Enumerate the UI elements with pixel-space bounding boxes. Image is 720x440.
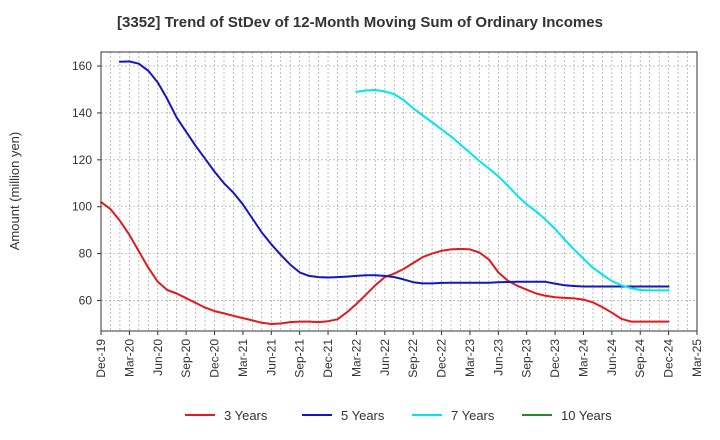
legend-label: 3 Years (224, 408, 268, 423)
x-tick-label: Dec-24 (662, 339, 676, 378)
grid (101, 52, 697, 331)
legend-label: 7 Years (451, 408, 495, 423)
x-tick-label: Jun-20 (151, 339, 165, 376)
x-tick-label: Jun-23 (491, 339, 505, 376)
legend: 3 Years 5 Years 7 Years 10 Years (185, 408, 612, 423)
y-tick-label: 60 (79, 294, 93, 308)
x-tick-label: Mar-22 (349, 339, 363, 377)
x-tick-label: Sep-22 (406, 339, 420, 378)
legend-label: 10 Years (561, 408, 612, 423)
x-tick-label: Jun-24 (605, 339, 619, 376)
x-tick-label: Jun-21 (264, 339, 278, 376)
x-tick-label: Jun-22 (378, 339, 392, 376)
y-tick-label: 120 (72, 153, 92, 167)
y-tick-label: 80 (79, 247, 93, 261)
x-tick-label: Mar-24 (576, 339, 590, 377)
x-tick-label: Sep-24 (633, 339, 647, 378)
legend-label: 5 Years (341, 408, 385, 423)
y-tick-label: 160 (72, 59, 92, 73)
x-tick-label: Sep-20 (179, 339, 193, 378)
y-axis-title: Amount (million yen) (7, 132, 22, 251)
x-tick-label: Dec-21 (321, 339, 335, 378)
x-tick-label: Dec-22 (435, 339, 449, 378)
series-line-5-years (118, 60, 670, 288)
x-tick-label: Sep-23 (520, 339, 534, 378)
x-tick-label: Mar-20 (122, 339, 136, 377)
x-tick-label: Dec-19 (94, 339, 108, 378)
x-tick-label: Dec-23 (548, 339, 562, 378)
x-axis: Dec-19 Mar-20 Jun-20 Sep-20 Dec-20 Mar-21 Jun-… (94, 331, 704, 378)
series-group (100, 60, 670, 325)
x-tick-label: Sep-21 (293, 339, 307, 378)
series-line-3-years (100, 201, 670, 325)
y-axis: 60 80 100 120 140 160 (72, 59, 101, 308)
plot-frame (100, 51, 698, 332)
series-line-7-years (355, 89, 670, 292)
y-tick-label: 100 (72, 200, 92, 214)
x-tick-label: Mar-25 (690, 339, 704, 377)
x-tick-label: Dec-20 (208, 339, 222, 378)
x-tick-label: Mar-23 (463, 339, 477, 377)
y-tick-label: 140 (72, 106, 92, 120)
chart-title: [3352] Trend of StDev of 12-Month Moving… (117, 14, 603, 31)
x-tick-label: Mar-21 (236, 339, 250, 377)
